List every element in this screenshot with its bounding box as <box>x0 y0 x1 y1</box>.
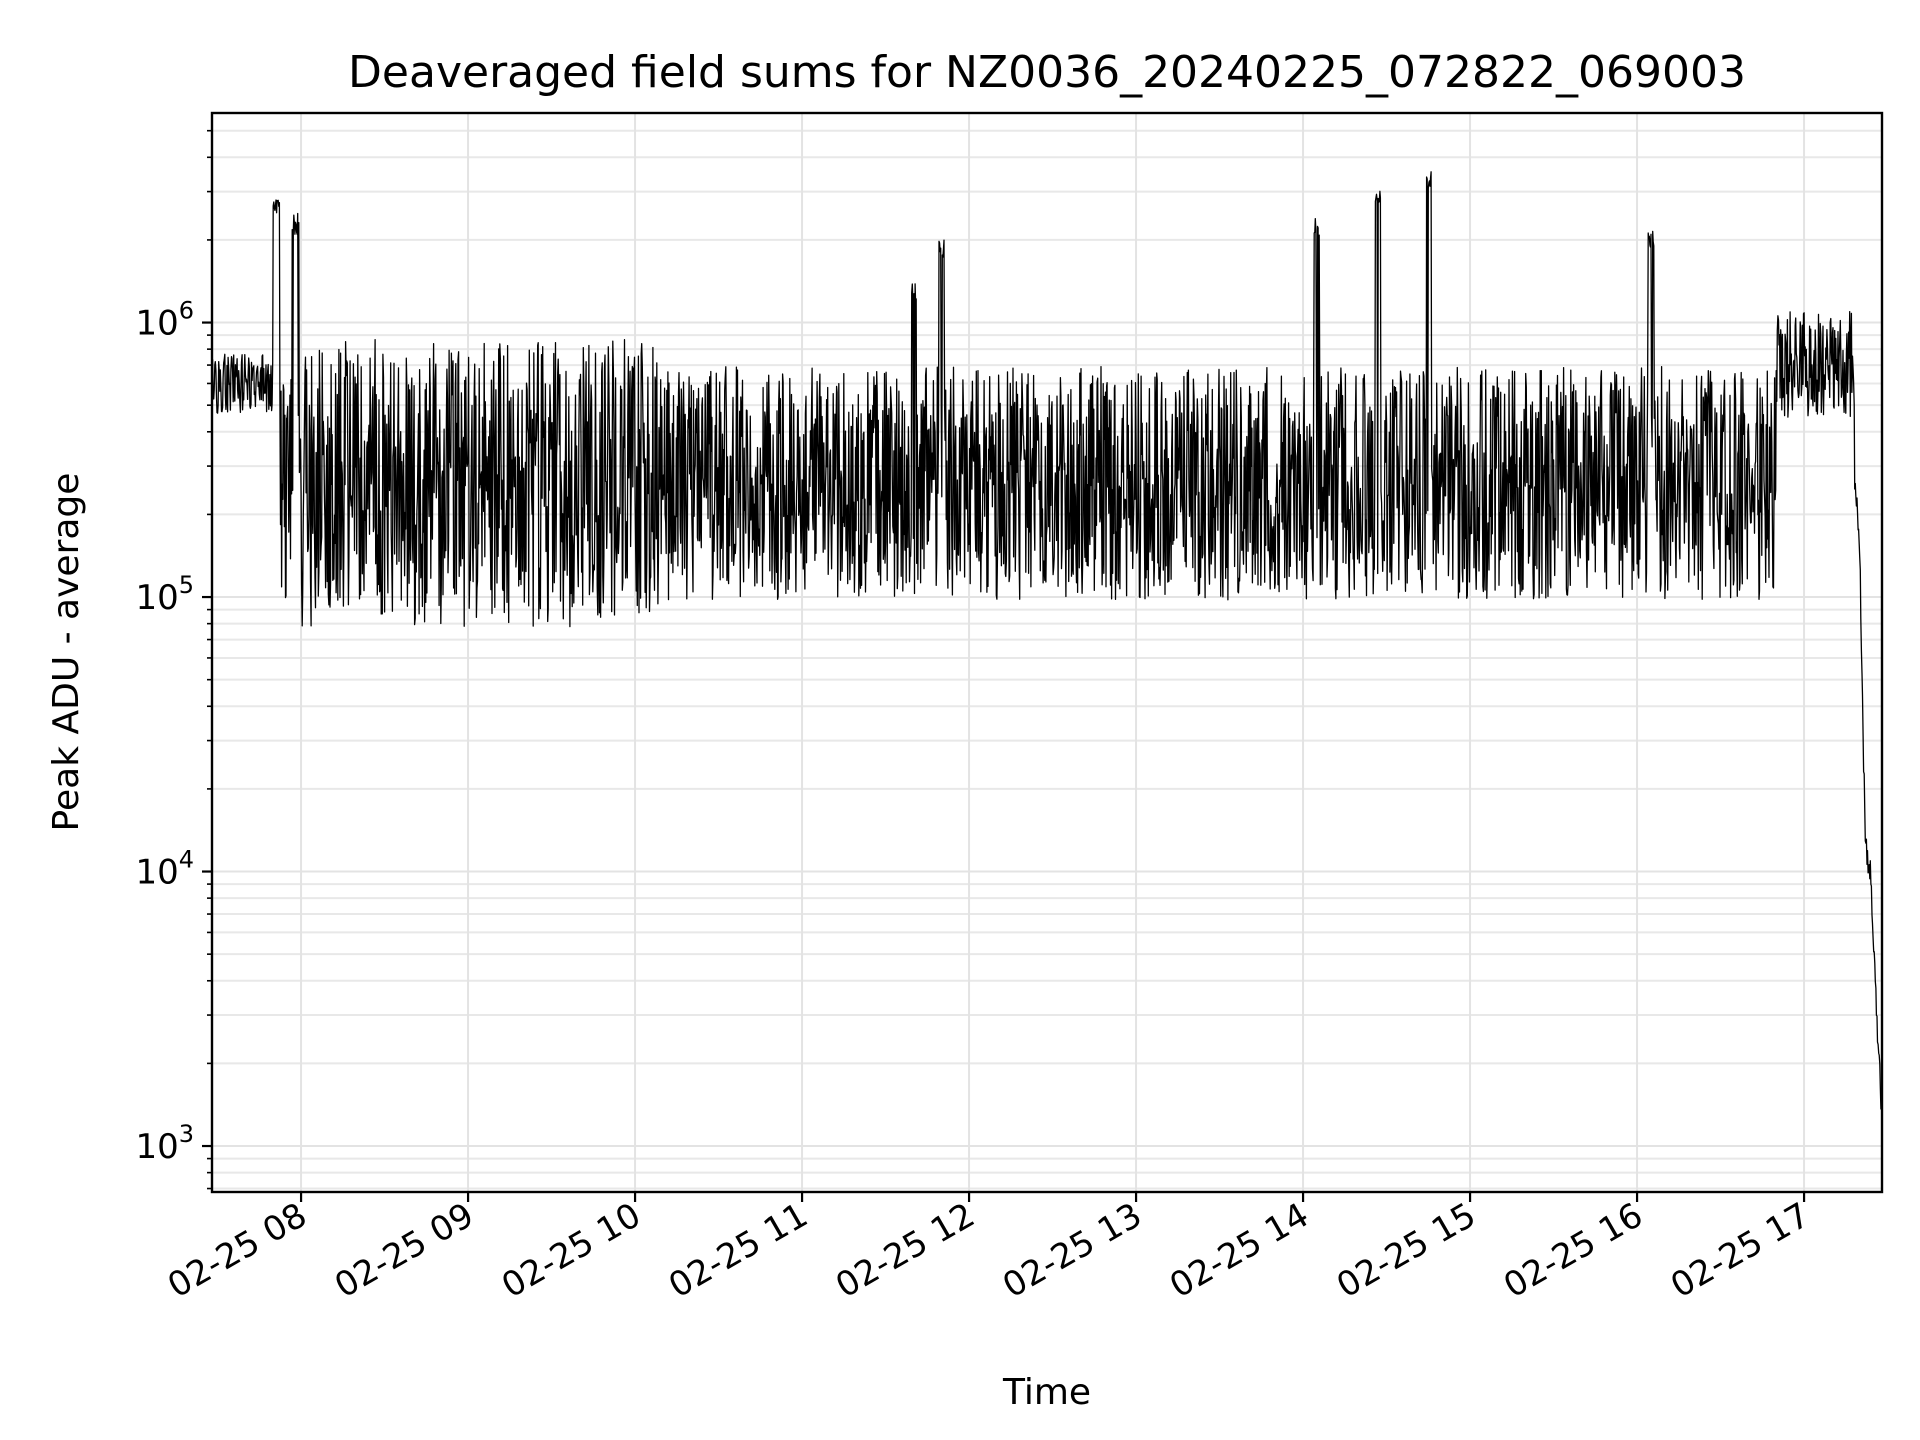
y-tick-label: 104 <box>135 846 194 893</box>
y-tick-label: 106 <box>135 297 194 344</box>
peak-adu-series-line <box>211 171 1883 1110</box>
grid-lines <box>212 113 1882 1192</box>
plot-frame <box>210 111 1884 1194</box>
x-axis-label: Time <box>1002 1372 1091 1413</box>
series-layer <box>211 171 1883 1110</box>
chart-title: Deaveraged field sums for NZ0036_2024022… <box>348 47 1746 98</box>
y-axis-label: Peak ADU - average <box>46 473 87 832</box>
y-tick-label: 105 <box>135 571 194 618</box>
y-tick-label: 103 <box>135 1120 194 1167</box>
